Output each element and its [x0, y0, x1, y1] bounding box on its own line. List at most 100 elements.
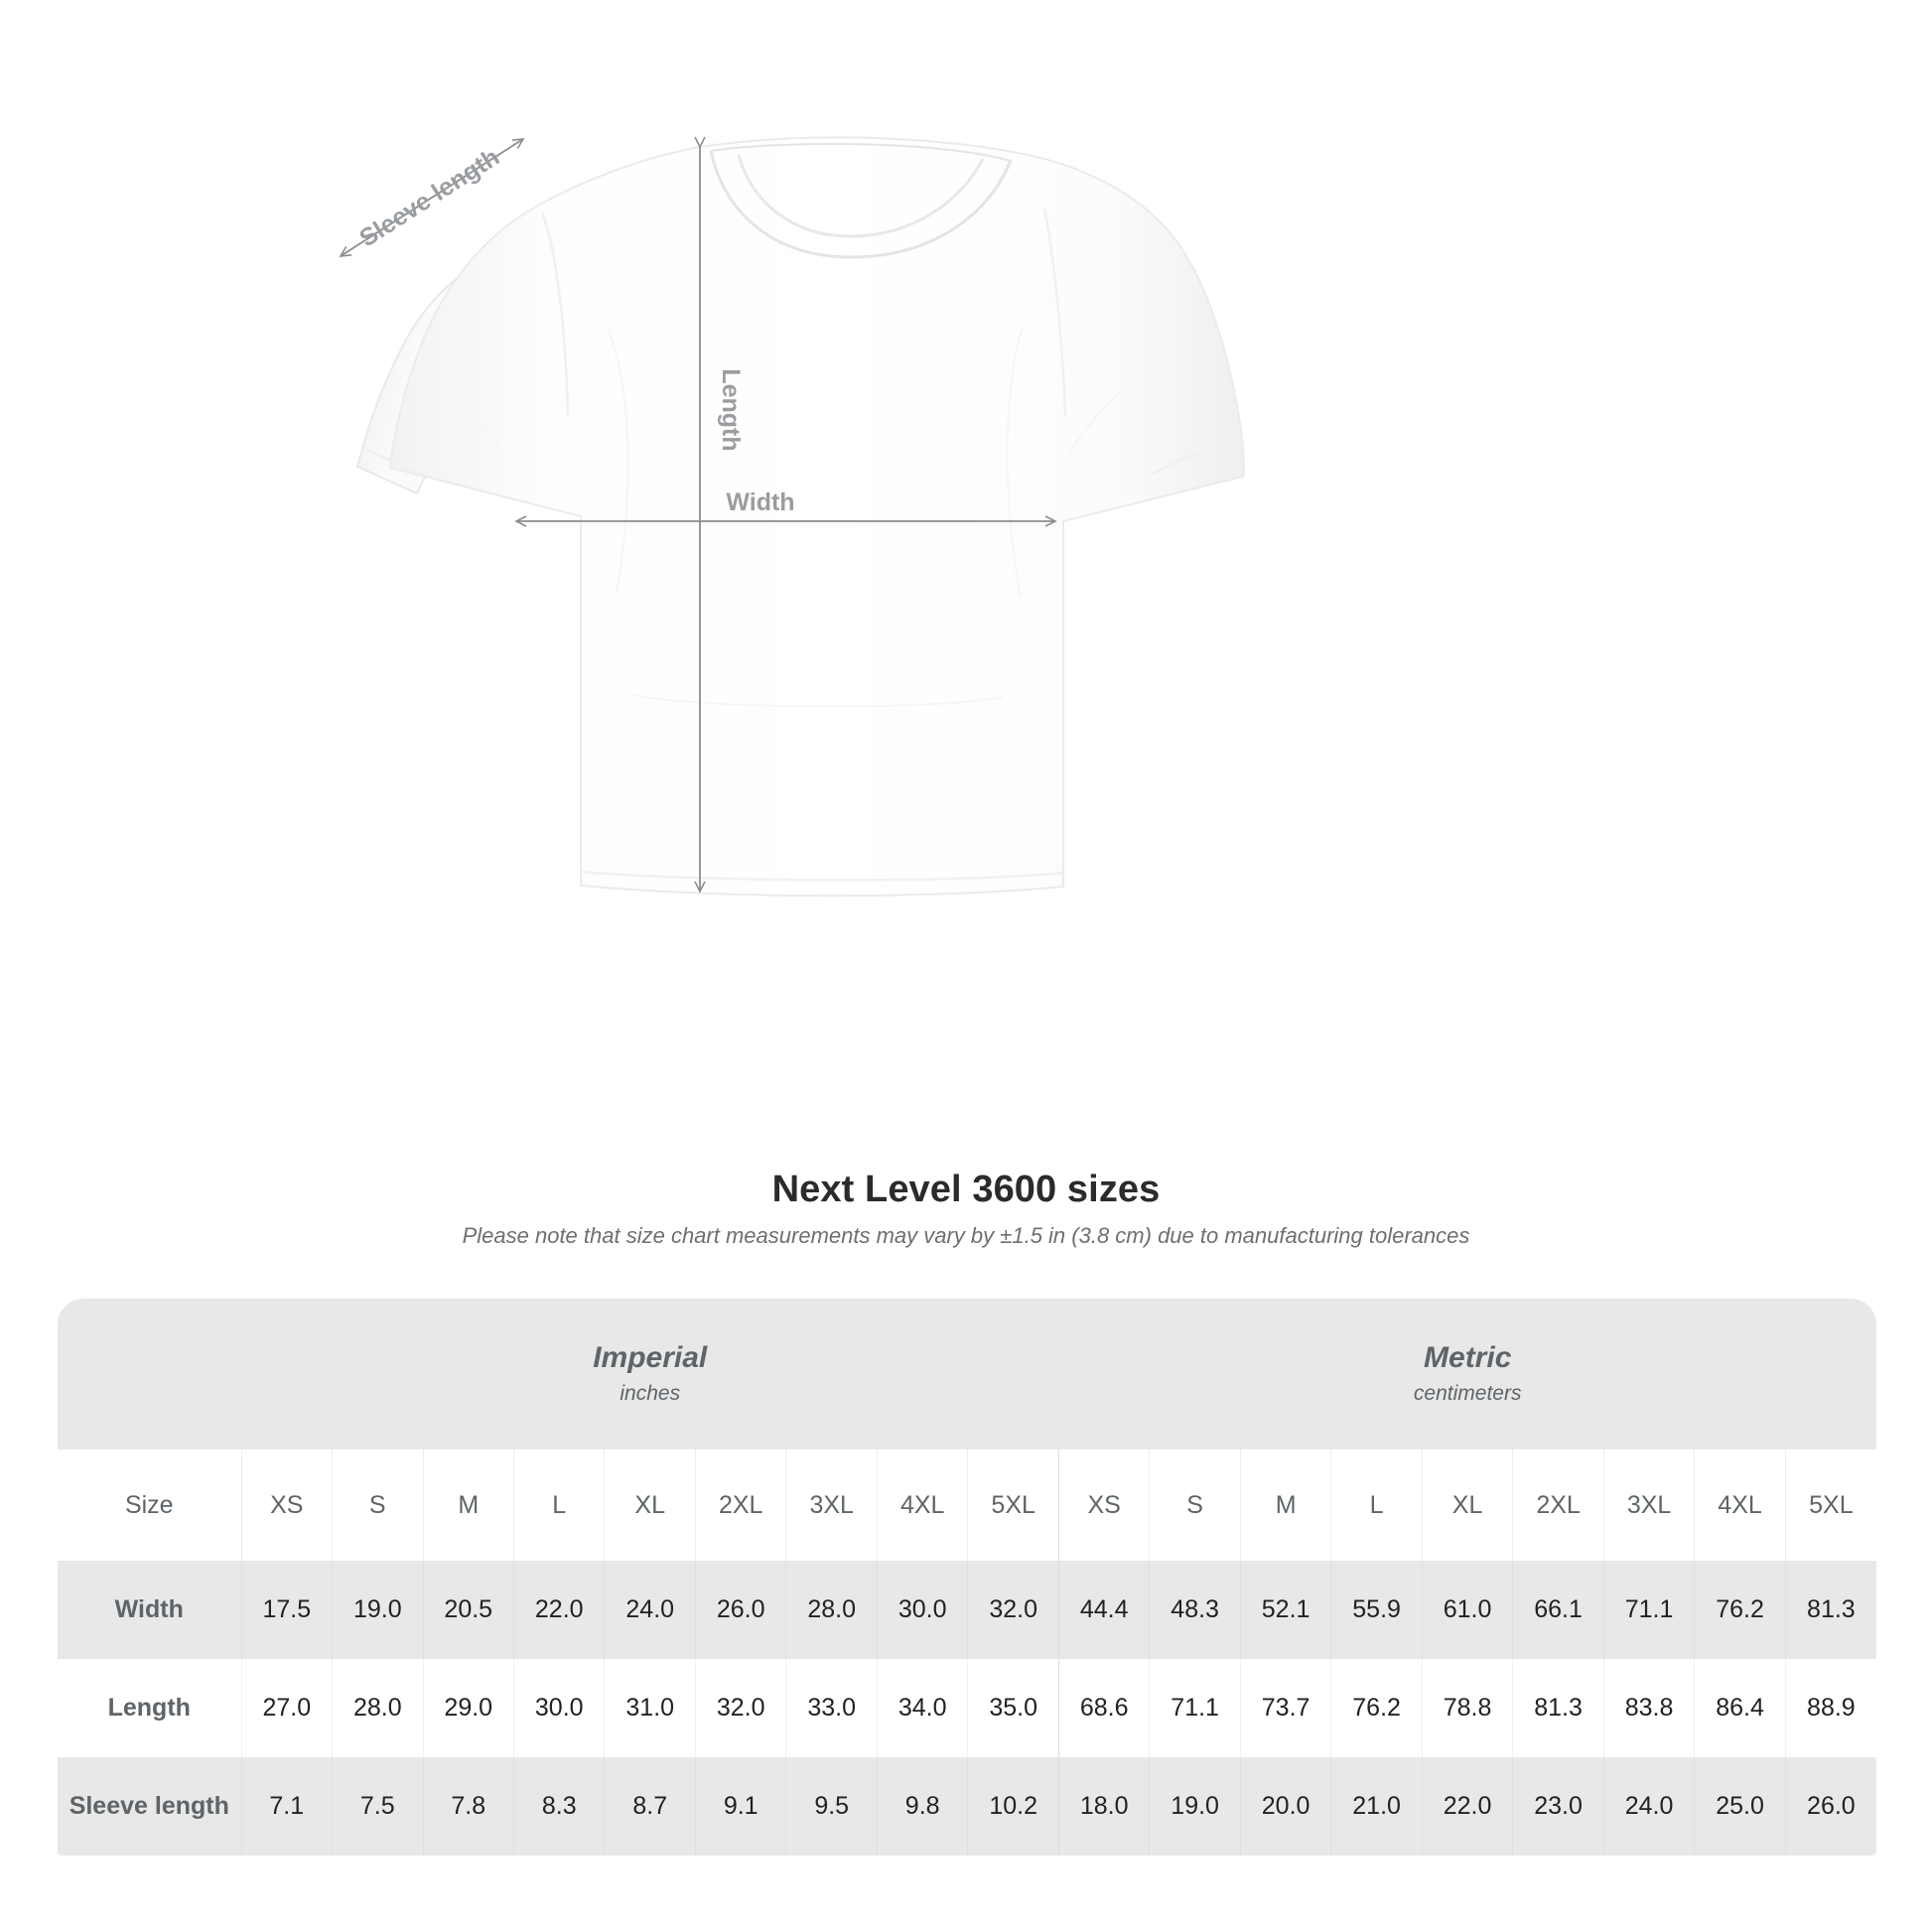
size-header-xl-metric: XL [1422, 1449, 1514, 1561]
cell-width-4xl-imperial: 30.0 [877, 1561, 969, 1659]
size-header-3xl-metric: 3XL [1603, 1449, 1696, 1561]
unit-name: Metric [1424, 1341, 1512, 1374]
cell-sleeve-length-xs-metric: 18.0 [1058, 1757, 1151, 1856]
cell-length-m-metric: 73.7 [1240, 1659, 1332, 1757]
cell-sleeve-length-3xl-metric: 24.0 [1603, 1757, 1696, 1856]
cell-width-3xl-metric: 71.1 [1603, 1561, 1696, 1659]
size-header-4xl-metric: 4XL [1694, 1449, 1786, 1561]
size-header-s-metric: S [1149, 1449, 1241, 1561]
cell-sleeve-length-l-metric: 21.0 [1330, 1757, 1423, 1856]
cell-length-xs-imperial: 27.0 [241, 1659, 334, 1757]
cell-width-m-imperial: 20.5 [423, 1561, 515, 1659]
table-row: Length 27.0 28.0 29.0 30.0 31.0 32.0 33.0 34.0 35… [58, 1659, 1876, 1757]
cell-length-xs-metric: 68.6 [1058, 1659, 1151, 1757]
cell-length-5xl-metric: 88.9 [1785, 1659, 1876, 1757]
cell-width-l-metric: 55.9 [1330, 1561, 1423, 1659]
cell-sleeve-length-xl-metric: 22.0 [1422, 1757, 1514, 1856]
cell-width-xs-imperial: 17.5 [241, 1561, 334, 1659]
row-label-length: Length [58, 1659, 242, 1757]
unit-subtitle: inches [620, 1382, 681, 1405]
cell-width-5xl-metric: 81.3 [1785, 1561, 1876, 1659]
size-header-xs-metric: XS [1058, 1449, 1151, 1561]
unit-header-metric: Metric centimeters [1058, 1299, 1876, 1449]
size-table-container: Imperial inches Metric centimeters Size XS S M L… [58, 1299, 1876, 1856]
cell-width-2xl-metric: 66.1 [1512, 1561, 1604, 1659]
cell-sleeve-length-2xl-imperial: 9.1 [695, 1757, 787, 1856]
size-header-xs-imperial: XS [241, 1449, 334, 1561]
size-header-l-imperial: L [513, 1449, 606, 1561]
page-title: Next Level 3600 sizes [771, 1169, 1161, 1210]
cell-length-s-imperial: 28.0 [332, 1659, 424, 1757]
cell-width-5xl-imperial: 32.0 [967, 1561, 1059, 1659]
cell-length-l-imperial: 30.0 [513, 1659, 606, 1757]
cell-length-xl-metric: 78.8 [1422, 1659, 1514, 1757]
cell-width-2xl-imperial: 26.0 [695, 1561, 787, 1659]
row-label-sleeve-length: Sleeve length [58, 1757, 242, 1856]
length-label: Length [717, 368, 745, 451]
cell-sleeve-length-m-metric: 20.0 [1240, 1757, 1332, 1856]
cell-length-4xl-imperial: 34.0 [877, 1659, 969, 1757]
size-header-3xl-imperial: 3XL [785, 1449, 878, 1561]
header-size-label: Size [58, 1449, 242, 1561]
width-label: Width [726, 488, 794, 516]
size-table: Imperial inches Metric centimeters Size XS S M L… [58, 1299, 1876, 1856]
cell-sleeve-length-m-imperial: 7.8 [423, 1757, 515, 1856]
unit-banner-spacer [58, 1299, 242, 1449]
cell-length-3xl-imperial: 33.0 [785, 1659, 878, 1757]
cell-width-xl-imperial: 24.0 [604, 1561, 696, 1659]
unit-subtitle: centimeters [1413, 1382, 1522, 1405]
size-header-s-imperial: S [332, 1449, 424, 1561]
cell-width-xs-metric: 44.4 [1058, 1561, 1151, 1659]
cell-sleeve-length-4xl-imperial: 9.8 [877, 1757, 969, 1856]
cell-length-2xl-metric: 81.3 [1512, 1659, 1604, 1757]
table-row: Width 17.5 19.0 20.5 22.0 24.0 26.0 28.0 30.0 32.… [58, 1561, 1876, 1659]
cell-sleeve-length-xs-imperial: 7.1 [241, 1757, 334, 1856]
size-header-row: Size XS S M L XL 2XL 3XL 4XL 5XL XS S M L XL 2XL 3XL 4XL 5… [58, 1449, 1876, 1561]
cell-width-l-imperial: 22.0 [513, 1561, 606, 1659]
size-header-4xl-imperial: 4XL [877, 1449, 969, 1561]
cell-length-3xl-metric: 83.8 [1603, 1659, 1696, 1757]
unit-banner-row: Imperial inches Metric centimeters [58, 1299, 1876, 1449]
unit-name: Imperial [593, 1341, 708, 1374]
cell-sleeve-length-5xl-imperial: 10.2 [967, 1757, 1059, 1856]
sleeve-length-label: Sleeve length [354, 143, 504, 252]
size-header-m-imperial: M [423, 1449, 515, 1561]
cell-length-l-metric: 76.2 [1330, 1659, 1423, 1757]
cell-length-xl-imperial: 31.0 [604, 1659, 696, 1757]
cell-sleeve-length-s-imperial: 7.5 [332, 1757, 424, 1856]
table-row: Sleeve length 7.1 7.5 7.8 8.3 8.7 9.1 9.5 9.8 10.… [58, 1757, 1876, 1856]
size-header-xl-imperial: XL [604, 1449, 696, 1561]
size-header-2xl-metric: 2XL [1512, 1449, 1604, 1561]
title-block: Next Level 3600 sizes Please note that s… [0, 1167, 1932, 1250]
cell-sleeve-length-4xl-metric: 25.0 [1694, 1757, 1786, 1856]
size-header-5xl-imperial: 5XL [967, 1449, 1059, 1561]
tshirt-graphic [355, 136, 1245, 897]
sleeve-length-arrow [339, 138, 525, 257]
size-header-m-metric: M [1240, 1449, 1332, 1561]
cell-length-m-imperial: 29.0 [423, 1659, 515, 1757]
cell-sleeve-length-3xl-imperial: 9.5 [785, 1757, 878, 1856]
cell-sleeve-length-5xl-metric: 26.0 [1785, 1757, 1876, 1856]
cell-width-s-metric: 48.3 [1149, 1561, 1241, 1659]
cell-width-s-imperial: 19.0 [332, 1561, 424, 1659]
cell-width-m-metric: 52.1 [1240, 1561, 1332, 1659]
cell-sleeve-length-s-metric: 19.0 [1149, 1757, 1241, 1856]
size-header-2xl-imperial: 2XL [695, 1449, 787, 1561]
cell-width-3xl-imperial: 28.0 [785, 1561, 878, 1659]
cell-width-4xl-metric: 76.2 [1694, 1561, 1786, 1659]
cell-length-5xl-imperial: 35.0 [967, 1659, 1059, 1757]
cell-length-4xl-metric: 86.4 [1694, 1659, 1786, 1757]
size-header-5xl-metric: 5XL [1785, 1449, 1876, 1561]
tolerance-note: Please note that size chart measurements… [462, 1223, 1470, 1248]
size-header-l-metric: L [1330, 1449, 1423, 1561]
cell-width-xl-metric: 61.0 [1422, 1561, 1514, 1659]
cell-length-s-metric: 71.1 [1149, 1659, 1241, 1757]
cell-sleeve-length-2xl-metric: 23.0 [1512, 1757, 1604, 1856]
tshirt-illustration: Sleeve length Length Width [339, 136, 1245, 897]
unit-header-imperial: Imperial inches [241, 1299, 1059, 1449]
row-label-width: Width [58, 1561, 242, 1659]
cell-sleeve-length-l-imperial: 8.3 [513, 1757, 606, 1856]
cell-length-2xl-imperial: 32.0 [695, 1659, 787, 1757]
cell-sleeve-length-xl-imperial: 8.7 [604, 1757, 696, 1856]
